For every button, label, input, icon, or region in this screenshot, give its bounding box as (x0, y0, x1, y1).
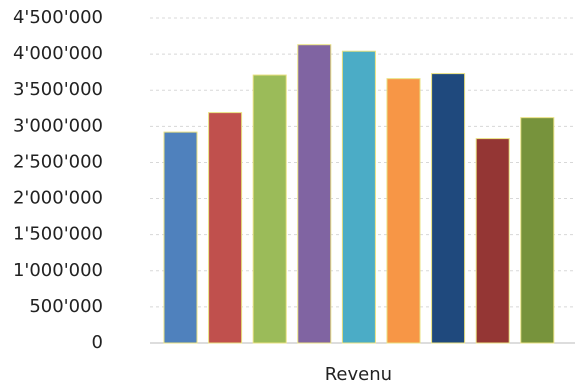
bar (475, 138, 510, 344)
y-tick-label: 2'500'000 (13, 151, 103, 172)
bar (341, 50, 376, 344)
y-tick-label: 3'500'000 (13, 79, 103, 100)
bar (520, 117, 555, 344)
bar (252, 74, 287, 344)
bar (297, 44, 332, 344)
y-tick-label: 3'000'000 (13, 115, 103, 136)
y-tick-label: 2'000'000 (13, 188, 103, 209)
y-tick-label: 500'000 (29, 296, 103, 317)
y-tick-label: 1'000'000 (13, 260, 103, 281)
bar (431, 73, 466, 344)
x-tick-label: Revenu (325, 364, 392, 385)
bar (163, 131, 198, 344)
bar (386, 78, 421, 344)
y-tick-label: 4'500'000 (13, 7, 103, 28)
y-tick-label: 1'500'000 (13, 224, 103, 245)
y-tick-label: 4'000'000 (13, 43, 103, 64)
bar (208, 112, 243, 344)
y-tick-label: 0 (92, 332, 103, 353)
